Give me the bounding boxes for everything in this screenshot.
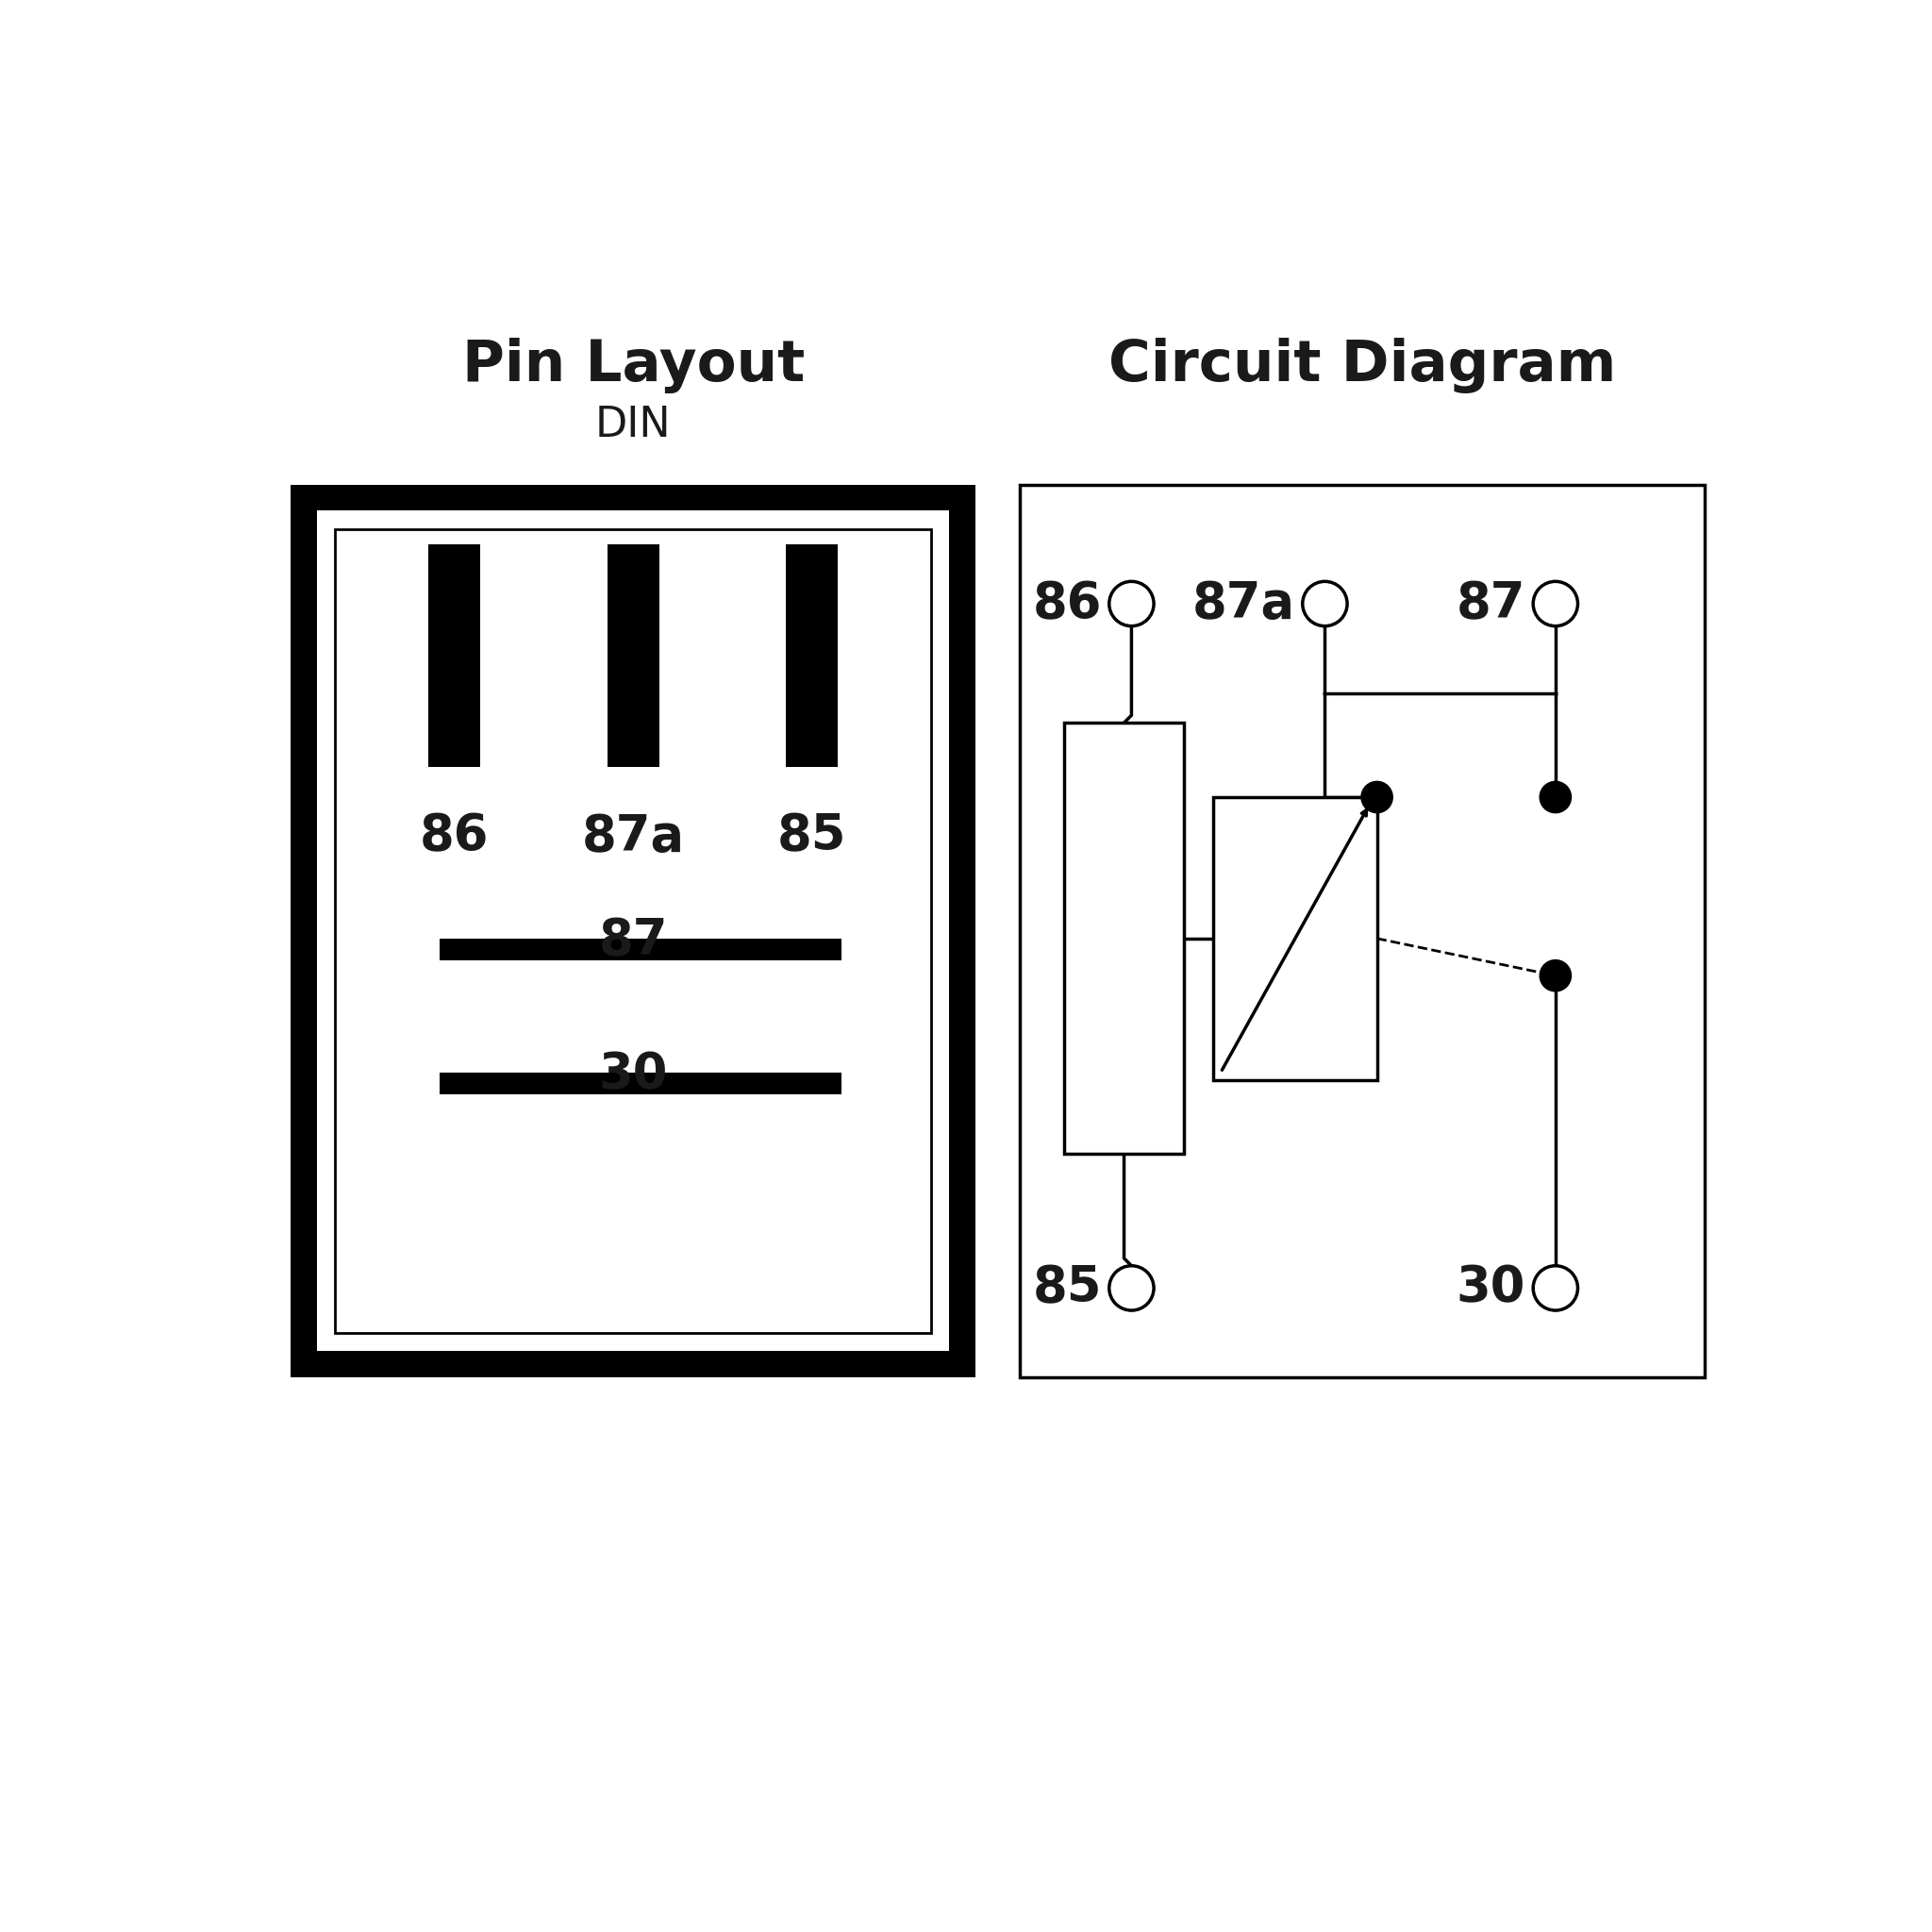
Text: 86: 86	[1032, 580, 1101, 628]
Bar	[786, 545, 838, 767]
Bar	[1213, 798, 1378, 1080]
Circle shape	[1540, 781, 1573, 813]
Text: DIN: DIN	[595, 406, 670, 446]
Text: 30: 30	[599, 1051, 668, 1099]
Circle shape	[1534, 582, 1578, 626]
Circle shape	[1109, 1265, 1153, 1310]
Text: 87: 87	[599, 916, 668, 966]
Bar	[292, 485, 976, 1378]
Text: 30: 30	[1457, 1264, 1526, 1312]
Bar	[1065, 723, 1184, 1153]
Bar	[317, 510, 949, 1350]
Bar	[440, 1072, 842, 1095]
Circle shape	[1360, 781, 1393, 813]
Text: 86: 86	[419, 811, 489, 862]
Text: 87a: 87a	[582, 811, 684, 862]
Circle shape	[1534, 1265, 1578, 1310]
Text: 85: 85	[1032, 1264, 1101, 1312]
Bar	[1020, 485, 1704, 1378]
Bar	[429, 545, 481, 767]
Text: 85: 85	[777, 811, 846, 862]
Circle shape	[1302, 582, 1347, 626]
Bar	[336, 529, 931, 1333]
Circle shape	[1540, 960, 1573, 991]
Bar	[440, 939, 842, 960]
Circle shape	[1109, 582, 1153, 626]
Bar	[607, 545, 659, 767]
Text: Pin Layout: Pin Layout	[462, 338, 804, 394]
Text: 87: 87	[1457, 580, 1526, 628]
Text: Circuit Diagram: Circuit Diagram	[1109, 338, 1615, 394]
Text: 87a: 87a	[1192, 580, 1294, 628]
